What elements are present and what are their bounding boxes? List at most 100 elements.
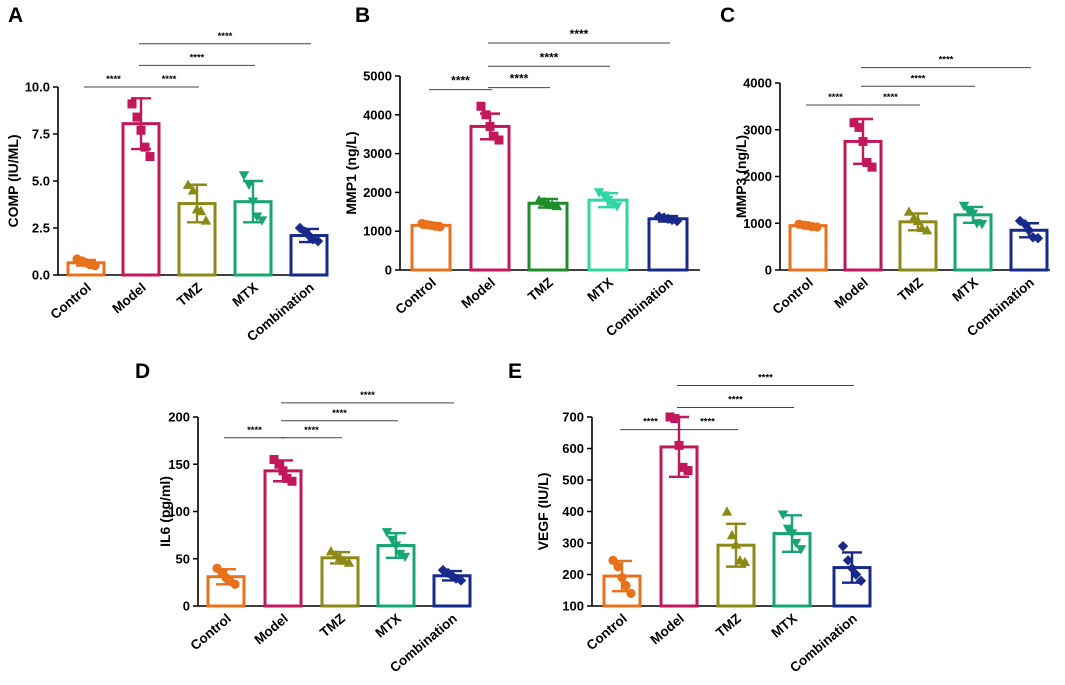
category-label: Control [584, 611, 630, 653]
data-point [435, 222, 445, 232]
significance-label: **** [911, 73, 926, 84]
y-tick-label: 5.0 [32, 174, 50, 189]
data-point [476, 101, 486, 111]
data-point [256, 216, 268, 226]
data-point [674, 440, 684, 450]
data-point [665, 412, 675, 422]
y-tick-label: 1000 [363, 224, 392, 239]
significance-label: **** [162, 74, 177, 85]
data-point [312, 235, 324, 247]
y-tick-label: 2.5 [32, 221, 50, 236]
panel-B: 0 1000 2000 3000 4000 5000 MMP1 (ng/L) Control M… [343, 27, 700, 339]
data-point [455, 575, 467, 586]
data-point [790, 538, 802, 549]
data-point [195, 205, 207, 216]
bar-model [469, 124, 511, 272]
data-point [442, 567, 454, 579]
y-tick-label: 3000 [743, 122, 772, 137]
data-point [386, 535, 398, 546]
y-tick-label: 10.0 [25, 80, 50, 95]
y-tick-label: 600 [562, 441, 584, 456]
bar-control [410, 223, 452, 272]
data-point [278, 466, 288, 476]
data-point [294, 222, 306, 234]
data-point [621, 580, 631, 591]
significance-label: **** [570, 27, 589, 41]
bar-model [263, 469, 303, 608]
data-point [485, 121, 495, 131]
significance-label: **** [540, 50, 559, 64]
significance-label: **** [728, 395, 743, 406]
significance-label: **** [451, 74, 470, 88]
significance-label: **** [643, 417, 658, 428]
data-point [855, 575, 867, 586]
data-point [867, 162, 877, 172]
category-label: MTX [768, 611, 799, 641]
y-axis-label: MMP3 (ng/L) [733, 135, 749, 218]
data-point [726, 529, 738, 540]
category-label: MTX [949, 275, 980, 305]
data-point [247, 197, 259, 207]
data-point [670, 414, 680, 424]
data-point [921, 225, 933, 235]
significance-label: **** [332, 408, 347, 419]
data-point [850, 569, 862, 580]
significance-label: **** [883, 92, 898, 103]
y-axis-label: IL6 (pg/ml) [157, 476, 173, 547]
data-point [494, 135, 504, 145]
data-point [1019, 218, 1031, 230]
significance-label: **** [510, 72, 529, 86]
y-tick-label: 1000 [743, 216, 772, 231]
y-tick-label: 50 [176, 551, 190, 566]
data-point [671, 215, 683, 227]
data-point [858, 136, 868, 146]
bar-tmz [527, 201, 569, 272]
data-point [812, 222, 822, 232]
bar-control [788, 224, 828, 272]
y-tick-label: 100 [562, 599, 584, 614]
data-point [967, 209, 979, 220]
y-tick-label: 4000 [363, 107, 392, 122]
category-label: TMZ [525, 275, 556, 304]
bar-mtx [587, 198, 629, 272]
category-label: Model [831, 275, 871, 312]
data-point [238, 171, 250, 181]
category-label: Model [109, 280, 149, 317]
data-point [617, 573, 627, 583]
significance-label: **** [106, 74, 121, 85]
data-point [786, 529, 798, 539]
data-point [282, 473, 292, 483]
category-label: TMZ [317, 611, 348, 640]
panel-D: 0 50 100 150 200 IL6 (pg/ml) Control Model TMZ MT… [157, 390, 472, 675]
data-point [683, 466, 693, 476]
y-tick-label: 200 [168, 410, 190, 425]
data-point [777, 510, 789, 520]
data-point [782, 524, 794, 535]
data-point [795, 545, 807, 555]
data-point [187, 185, 199, 195]
panel-D-letter: D [135, 360, 150, 383]
data-point [849, 118, 859, 128]
category-label: Model [647, 611, 687, 648]
data-point [287, 476, 297, 486]
y-tick-label: 0.0 [32, 268, 50, 283]
y-tick-label: 0 [765, 263, 772, 278]
data-point [912, 215, 924, 226]
category-label: Control [393, 275, 439, 317]
panel-A-letter: A [8, 4, 23, 27]
data-point [1023, 225, 1035, 236]
y-axis-label: VEGF (IU/L) [535, 473, 551, 551]
data-point [90, 261, 100, 271]
data-point [325, 545, 337, 556]
data-point [132, 112, 142, 122]
significance-label: **** [304, 425, 319, 436]
significance-label: **** [828, 92, 843, 103]
data-point [127, 99, 137, 109]
data-point [976, 220, 988, 230]
data-point [903, 206, 915, 216]
data-point [862, 157, 872, 167]
data-point [381, 528, 393, 538]
panel-C-letter: C [720, 4, 735, 27]
category-label: MTX [584, 275, 615, 305]
significance-label: **** [700, 417, 715, 428]
